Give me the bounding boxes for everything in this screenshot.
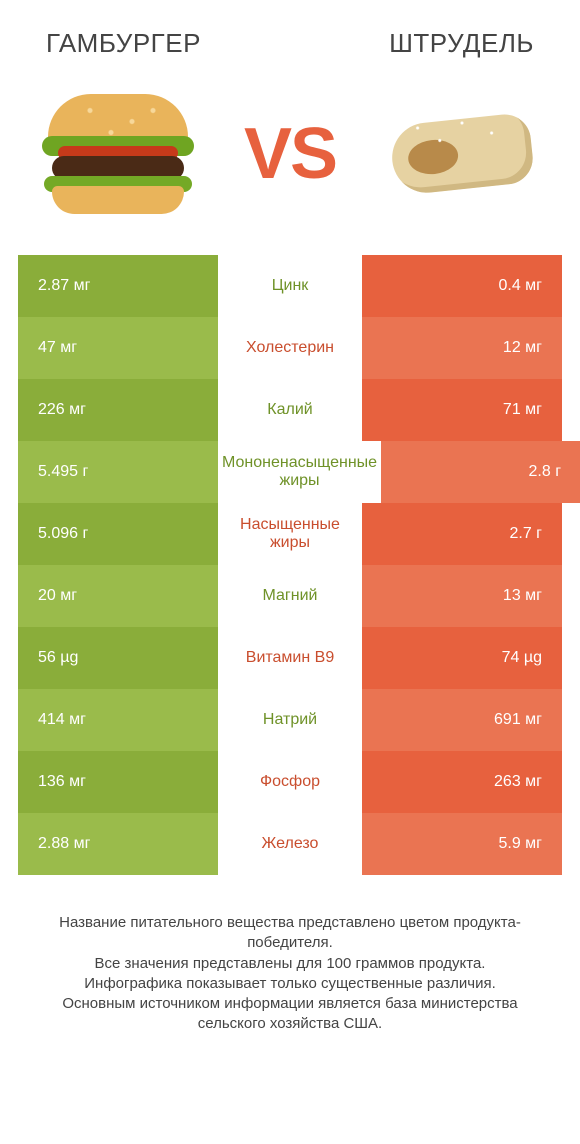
right-value: 263 мг <box>362 751 562 813</box>
nutrient-name: Натрий <box>218 689 362 751</box>
table-row: 56 µgВитамин B974 µg <box>18 627 562 689</box>
nutrient-name: Калий <box>218 379 362 441</box>
table-row: 226 мгКалий71 мг <box>18 379 562 441</box>
right-value: 2.7 г <box>362 503 562 565</box>
left-value: 414 мг <box>18 689 218 751</box>
images-row: VS <box>18 89 562 255</box>
left-value: 5.495 г <box>18 441 218 503</box>
table-row: 5.495 гМононенасыщенные жиры2.8 г <box>18 441 562 503</box>
hamburger-icon <box>28 89 208 219</box>
footnote-line: Основным источником информации является … <box>38 994 542 1035</box>
nutrient-name: Витамин B9 <box>218 627 362 689</box>
nutrient-name: Насыщенные жиры <box>218 503 362 565</box>
vs-label: VS <box>244 113 336 195</box>
nutrient-name: Холестерин <box>218 317 362 379</box>
table-row: 136 мгФосфор263 мг <box>18 751 562 813</box>
infographic: ГАМБУРГЕР ШТРУДЕЛЬ VS 2.87 мгЦинк0.4 мг4… <box>0 0 580 1144</box>
right-value: 74 µg <box>362 627 562 689</box>
titles-row: ГАМБУРГЕР ШТРУДЕЛЬ <box>18 28 562 89</box>
left-value: 2.87 мг <box>18 255 218 317</box>
left-value: 2.88 мг <box>18 813 218 875</box>
right-value: 0.4 мг <box>362 255 562 317</box>
table-row: 2.88 мгЖелезо5.9 мг <box>18 813 562 875</box>
right-value: 691 мг <box>362 689 562 751</box>
table-row: 414 мгНатрий691 мг <box>18 689 562 751</box>
right-value: 13 мг <box>362 565 562 627</box>
table-row: 20 мгМагний13 мг <box>18 565 562 627</box>
right-value: 2.8 г <box>381 441 580 503</box>
left-value: 5.096 г <box>18 503 218 565</box>
nutrient-name: Фосфор <box>218 751 362 813</box>
footnote-line: Название питательного вещества представл… <box>38 913 542 954</box>
right-value: 71 мг <box>362 379 562 441</box>
strudel-icon <box>372 89 552 219</box>
nutrient-name: Мононенасыщенные жиры <box>218 441 381 503</box>
left-value: 226 мг <box>18 379 218 441</box>
nutrient-name: Железо <box>218 813 362 875</box>
left-title: ГАМБУРГЕР <box>46 28 201 59</box>
comparison-table: 2.87 мгЦинк0.4 мг47 мгХолестерин12 мг226… <box>18 255 562 875</box>
footnote-line: Все значения представлены для 100 граммо… <box>38 954 542 974</box>
footnote-line: Инфографика показывает только существенн… <box>38 974 542 994</box>
table-row: 5.096 гНасыщенные жиры2.7 г <box>18 503 562 565</box>
left-value: 56 µg <box>18 627 218 689</box>
nutrient-name: Магний <box>218 565 362 627</box>
footnotes: Название питательного вещества представл… <box>18 875 562 1035</box>
left-value: 136 мг <box>18 751 218 813</box>
left-value: 20 мг <box>18 565 218 627</box>
table-row: 47 мгХолестерин12 мг <box>18 317 562 379</box>
nutrient-name: Цинк <box>218 255 362 317</box>
table-row: 2.87 мгЦинк0.4 мг <box>18 255 562 317</box>
right-value: 12 мг <box>362 317 562 379</box>
right-title: ШТРУДЕЛЬ <box>389 28 534 59</box>
left-value: 47 мг <box>18 317 218 379</box>
right-value: 5.9 мг <box>362 813 562 875</box>
